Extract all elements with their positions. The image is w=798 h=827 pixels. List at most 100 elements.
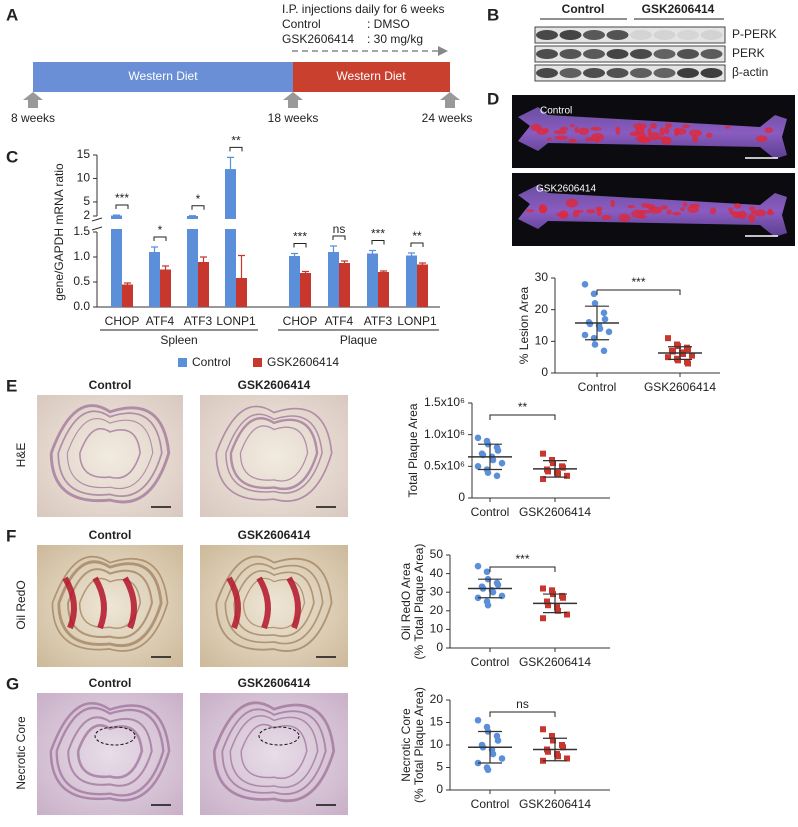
y-tick-label: 1.5x10⁶	[424, 395, 465, 409]
data-point	[590, 290, 598, 298]
data-point	[689, 352, 695, 359]
significance: *	[158, 223, 163, 237]
y-axis-label: Oil RedO Area	[399, 562, 413, 640]
significance-bracket	[115, 204, 129, 210]
lesion-spot	[666, 209, 672, 215]
x-tick-label: ATF4	[325, 314, 354, 328]
data-point	[549, 587, 555, 594]
y-tick-label: 20	[430, 692, 444, 706]
y-tick-label: 0	[436, 782, 443, 796]
x-tick-label: GSK2606414	[644, 380, 716, 394]
blot-band	[677, 49, 699, 59]
bar	[225, 169, 236, 307]
blot-band	[559, 49, 582, 59]
x-tick-label: Control	[578, 380, 617, 394]
data-point	[489, 750, 497, 758]
lesion-spot	[764, 127, 773, 134]
error-bar	[341, 260, 348, 263]
blot-band	[700, 49, 723, 59]
data-point	[550, 737, 556, 744]
image-caption: Control	[540, 106, 572, 117]
x-tick-label: ATF3	[184, 314, 213, 328]
blot-band	[536, 49, 558, 59]
y-tick-label: 0	[458, 490, 465, 504]
lipid-stain	[92, 576, 107, 630]
lesion-spot	[601, 214, 612, 221]
tissue-outline	[51, 555, 169, 652]
significance: ***	[293, 230, 307, 244]
data-point	[474, 716, 482, 724]
significance-bracket	[293, 243, 307, 248]
blot-group: GSK2606414	[642, 2, 715, 16]
lipid-stain	[62, 576, 77, 630]
error-bar	[291, 252, 298, 256]
data-point	[474, 434, 482, 442]
lesion-spot	[681, 124, 691, 129]
y-tick-label: 50	[430, 547, 444, 561]
lesion-spot	[578, 127, 590, 136]
significance-bracket	[489, 711, 556, 717]
blot-band	[630, 30, 652, 40]
data-point	[484, 469, 492, 476]
tissue-outline	[242, 577, 306, 629]
lesion-spot	[590, 126, 602, 131]
lesion-spot	[633, 123, 647, 130]
x-tick-label: Control	[471, 797, 510, 811]
panel-letter: C	[6, 147, 18, 166]
lesion-spot	[554, 135, 568, 140]
lipid-stain	[226, 576, 241, 630]
blot-band	[700, 30, 723, 40]
blot-row-label: β-actin	[732, 65, 768, 79]
lesion-spot	[755, 135, 768, 143]
lesion-spot	[610, 199, 615, 208]
blot-band	[653, 49, 676, 59]
phase-label: Western Diet	[128, 69, 198, 83]
sd-whisker	[478, 578, 502, 599]
lesion-spot	[631, 209, 645, 218]
data-point	[550, 460, 556, 467]
bar	[300, 273, 311, 307]
lesion-spot	[691, 134, 699, 143]
timepoint: 18 weeks	[268, 111, 319, 125]
y-tick-label: 5	[436, 760, 443, 774]
data-point	[680, 351, 686, 357]
error-bar	[330, 245, 337, 252]
significance: *	[196, 192, 201, 206]
bar	[406, 255, 417, 307]
blot-band	[583, 49, 605, 59]
data-point	[600, 309, 608, 317]
lesion-spot	[618, 213, 631, 223]
blot-band	[606, 49, 629, 59]
y-tick-label: 1.0x10⁶	[424, 427, 465, 441]
data-point	[560, 744, 566, 751]
significance: ***	[631, 275, 645, 289]
lesion-spot	[673, 127, 679, 137]
data-point	[494, 737, 502, 744]
micrograph	[37, 693, 183, 815]
y-tick-label: 10	[535, 334, 549, 348]
histology-images: E H&E Control GSK2606414 F Oil RedO Control GSK…	[6, 376, 348, 815]
y-tick-label: 0.5x10⁶	[424, 459, 465, 473]
lesion-spot	[688, 129, 703, 137]
data-point	[675, 343, 681, 350]
error-bar	[227, 156, 234, 170]
group-name: Control	[282, 17, 321, 31]
column-header: GSK2606414	[238, 378, 311, 392]
lesion-spot	[596, 208, 602, 216]
blot-band	[559, 30, 582, 40]
bar	[367, 253, 378, 307]
lesion-spot	[559, 126, 569, 131]
data-point	[581, 331, 589, 339]
legend-label: GSK2606414	[267, 355, 339, 369]
significance: **	[412, 229, 422, 243]
data-point	[483, 568, 491, 576]
image-caption: GSK2606414	[536, 184, 596, 195]
data-point	[549, 733, 555, 739]
bar	[378, 272, 389, 307]
lesion-spot	[572, 209, 580, 218]
lesion-spot	[525, 209, 535, 213]
lesion-spot	[728, 211, 739, 215]
timepoint: 24 weeks	[422, 111, 473, 125]
